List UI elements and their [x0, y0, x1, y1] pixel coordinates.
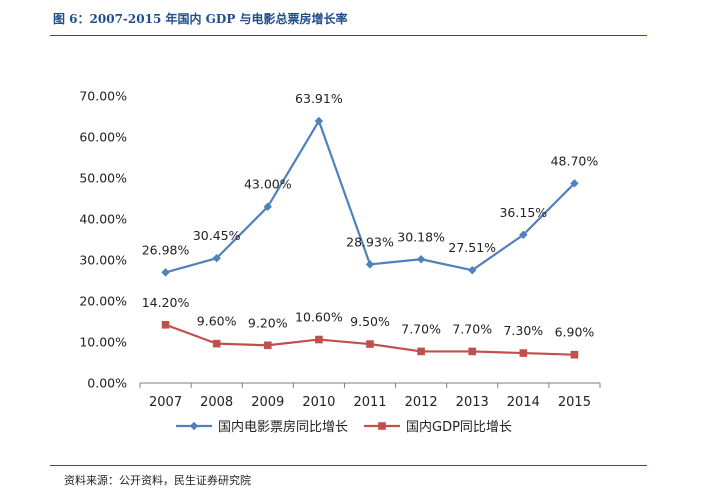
data-label: 27.51%: [448, 240, 496, 255]
data-label: 9.50%: [350, 314, 390, 329]
data-label: 63.91%: [295, 91, 343, 106]
data-label: 43.00%: [244, 177, 292, 192]
x-tick-label: 2012: [405, 395, 438, 410]
bottom-rule: [50, 465, 647, 466]
data-label: 9.20%: [248, 315, 288, 330]
data-point: [519, 230, 528, 239]
data-point: [212, 339, 221, 348]
x-tick-label: 2015: [558, 395, 591, 410]
data-label: 9.60%: [197, 314, 237, 329]
chart-legend: 国内电影票房同比增长 国内GDP同比增长: [176, 419, 512, 435]
x-tick-label: 2014: [507, 395, 540, 410]
series-group: 14.20% 9.60% 9.20% 10.60% 9.50% 7.70% 7.70% 7.3…: [142, 295, 595, 359]
data-label: 14.20%: [142, 295, 190, 310]
series-line: [165, 119, 576, 274]
y-tick-label: 30.00%: [79, 253, 127, 268]
y-tick-label: 20.00%: [79, 294, 127, 309]
data-label: 26.98%: [142, 242, 190, 257]
data-point: [263, 202, 272, 211]
x-tick-label: 2007: [149, 395, 182, 410]
data-point: [161, 268, 170, 277]
data-point: [315, 335, 323, 344]
series-group: 26.98%30.45% 43.00% 63.91% 28.93% 30.18%27.5…: [142, 91, 599, 277]
data-point: [366, 340, 374, 348]
data-point: [365, 260, 375, 269]
y-tick-label: 0.00%: [87, 376, 127, 391]
data-label: 7.70%: [452, 321, 492, 336]
data-label: 28.93%: [346, 234, 394, 249]
data-point: [519, 349, 528, 357]
data-point: [468, 347, 477, 356]
chart-series: 26.98%30.45% 43.00% 63.91% 28.93% 30.18%27.5…: [142, 91, 599, 359]
chart-axes: 2007 2008 2009 2010 2011 2012 2013 2014 2015 0.00…: [79, 89, 601, 410]
x-tick-label: 2009: [251, 395, 284, 410]
y-tick-label: 70.00%: [79, 89, 127, 104]
legend-item: 国内GDP同比增长: [364, 419, 512, 435]
data-label: 36.15%: [499, 205, 547, 220]
data-label: 48.70%: [551, 153, 599, 168]
y-tick-label: 60.00%: [79, 130, 127, 145]
data-label: 30.18%: [397, 229, 445, 244]
top-rule: [50, 35, 647, 36]
data-point: [314, 116, 324, 126]
data-label: 7.70%: [401, 321, 441, 336]
legend-label: 国内GDP同比增长: [406, 419, 512, 435]
data-label: 7.30%: [503, 323, 543, 338]
data-label: 30.45%: [193, 228, 241, 243]
data-point: [468, 266, 477, 275]
data-point: [161, 320, 170, 329]
x-tick-label: 2010: [302, 395, 335, 410]
legend-marker: [189, 421, 199, 431]
figure-title: 图 6：2007-2015 年国内 GDP 与电影总票房增长率: [53, 12, 348, 26]
legend-marker: [378, 422, 386, 430]
data-point: [570, 350, 579, 359]
y-tick-label: 10.00%: [79, 335, 127, 350]
data-label: 6.90%: [555, 325, 595, 340]
data-point: [263, 341, 272, 350]
legend-item: 国内电影票房同比增长: [176, 419, 348, 435]
y-tick-label: 50.00%: [79, 171, 127, 186]
x-tick-label: 2013: [456, 395, 489, 410]
data-label: 10.60%: [295, 310, 343, 325]
data-point: [212, 253, 221, 263]
data-point: [416, 255, 426, 264]
x-tick-label: 2011: [353, 395, 386, 410]
x-tick-label: 2008: [200, 395, 233, 410]
source-note: 资料来源：公开资料，民生证券研究院: [64, 474, 251, 487]
y-tick-label: 40.00%: [79, 212, 127, 227]
data-point: [570, 179, 579, 188]
data-point: [417, 347, 425, 356]
legend-label: 国内电影票房同比增长: [218, 419, 348, 435]
